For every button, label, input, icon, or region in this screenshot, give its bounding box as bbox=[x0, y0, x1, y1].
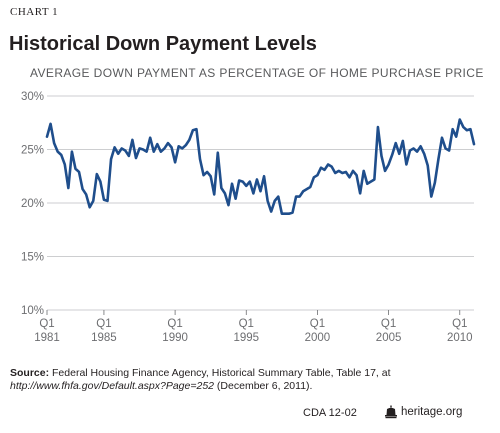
report-id: CDA 12-02 bbox=[303, 407, 357, 419]
x-axis: Q1 1981 Q1 1985 Q1 1990 Q1 1995 Q1 2000 Q1 2005 Q1 20… bbox=[34, 310, 473, 344]
source-text: Federal Housing Finance Agency, Historic… bbox=[49, 367, 391, 379]
y-tick-label: 25% bbox=[21, 145, 44, 157]
x-tick-year: 2010 bbox=[447, 332, 473, 344]
x-tick-quarter: Q1 bbox=[239, 318, 254, 330]
x-tick-year: 1985 bbox=[91, 332, 117, 344]
y-tick-label: 15% bbox=[21, 252, 44, 264]
x-tick-quarter: Q1 bbox=[39, 318, 54, 330]
source-note: Source: Federal Housing Finance Agency, … bbox=[10, 367, 490, 393]
chart-subtitle: AVERAGE DOWN PAYMENT AS PERCENTAGE OF HO… bbox=[30, 66, 484, 80]
x-tick-quarter: Q1 bbox=[167, 318, 182, 330]
y-tick-label: 10% bbox=[21, 305, 44, 317]
x-tick-quarter: Q1 bbox=[96, 318, 111, 330]
y-tick-label: 20% bbox=[21, 198, 44, 210]
brand-link[interactable]: heritage.org bbox=[384, 405, 462, 419]
x-tick-quarter: Q1 bbox=[381, 318, 396, 330]
x-tick-year: 1981 bbox=[34, 332, 60, 344]
y-tick-label: 30% bbox=[21, 91, 44, 103]
brand-name: heritage.org bbox=[401, 406, 463, 418]
series-line bbox=[45, 118, 476, 215]
chart-number-label: CHART 1 bbox=[10, 6, 59, 18]
chart-title: Historical Down Payment Levels bbox=[9, 33, 317, 55]
source-url[interactable]: http://www.fhfa.gov/Default.aspx?Page=25… bbox=[10, 380, 215, 392]
x-tick-year: 2005 bbox=[376, 332, 402, 344]
x-tick-year: 1990 bbox=[162, 332, 188, 344]
bell-icon bbox=[385, 405, 397, 419]
x-tick-quarter: Q1 bbox=[310, 318, 325, 330]
source-date: (December 6, 2011). bbox=[214, 380, 313, 392]
x-tick-year: 1995 bbox=[233, 332, 259, 344]
x-tick-quarter: Q1 bbox=[452, 318, 467, 330]
x-tick-year: 2000 bbox=[305, 332, 331, 344]
down-payment-series bbox=[45, 118, 476, 215]
source-label: Source: bbox=[10, 367, 50, 379]
